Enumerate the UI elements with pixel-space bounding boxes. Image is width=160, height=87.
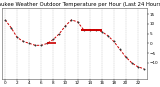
Title: Milwaukee Weather Outdoor Temperature per Hour (Last 24 Hours): Milwaukee Weather Outdoor Temperature pe… (0, 2, 160, 7)
